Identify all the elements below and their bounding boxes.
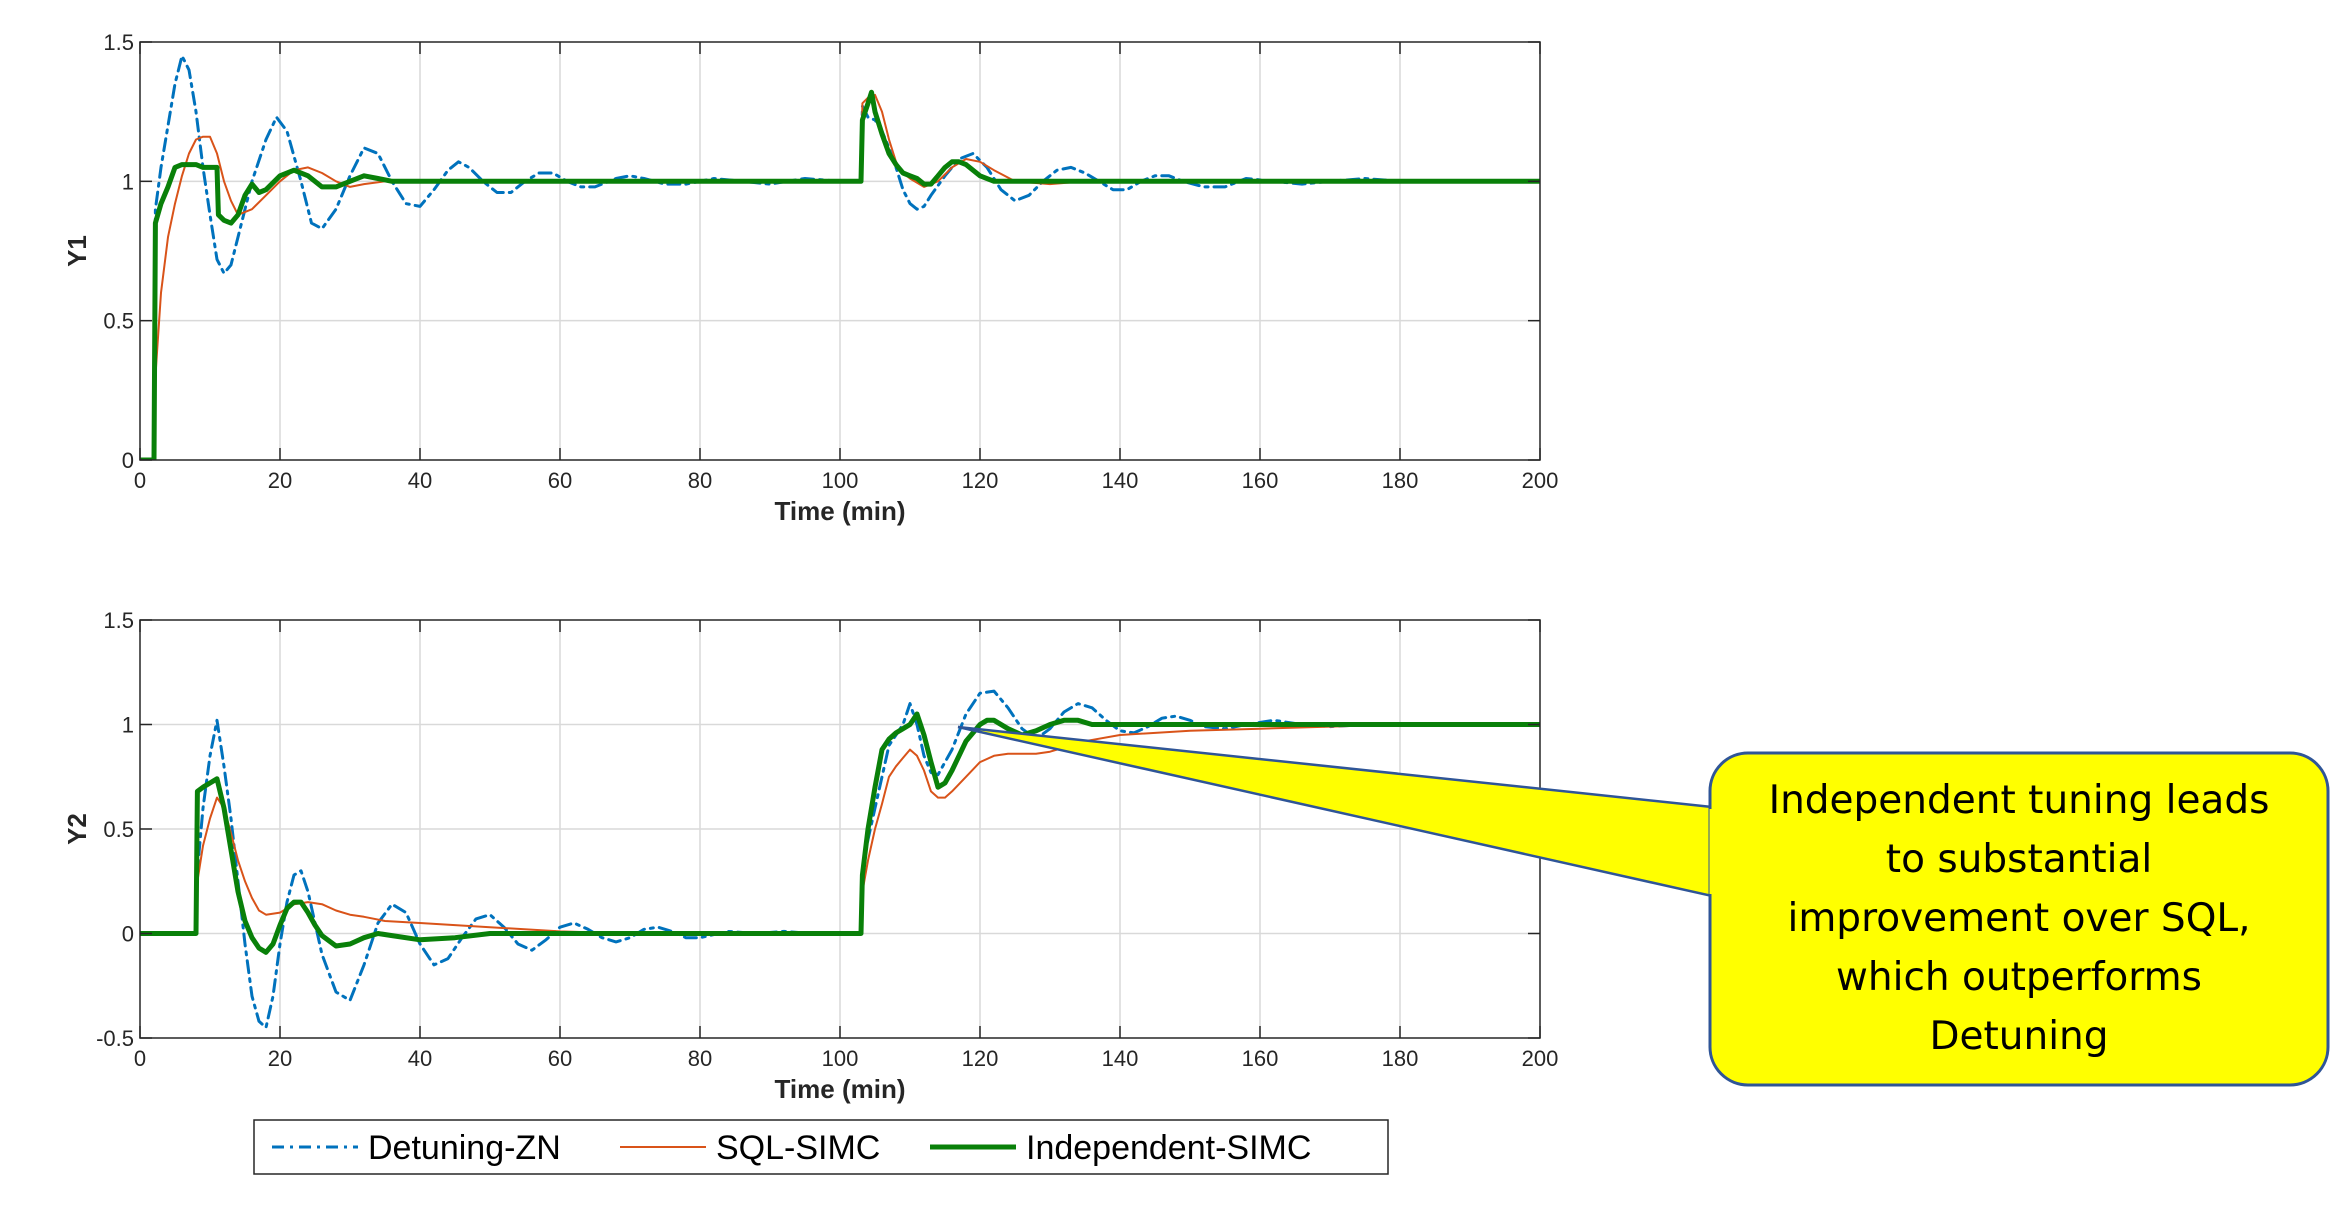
x-tick-label-60: 60 xyxy=(548,468,572,493)
legend-box xyxy=(253,1119,1389,1175)
legend: Detuning-ZN SQL-SIMC Independent-SIMC xyxy=(253,1119,1389,1175)
y-tick-label-0.5: 0.5 xyxy=(103,309,134,334)
series-line-independent-simc-y2 xyxy=(140,711,1540,955)
x-tick-label-20: 20 xyxy=(268,1046,292,1071)
subplot-y2: 0 20 40 60 80 100 120 140 160 180 200-0.500.511.5T… xyxy=(62,608,1558,1104)
y-tick-label-1: 1 xyxy=(122,713,134,738)
x-tick-label-100: 100 xyxy=(822,468,859,493)
series-line-independent-simc-y1 xyxy=(140,89,1540,460)
x-tick-label-180: 180 xyxy=(1382,468,1419,493)
x-tick-label-20: 20 xyxy=(268,468,292,493)
callout-text-line-3: improvement over SQL, xyxy=(1787,896,2250,941)
x-tick-label-120: 120 xyxy=(962,468,999,493)
x-tick-label-200: 200 xyxy=(1522,1046,1559,1071)
y-tick-label-1: 1 xyxy=(122,169,134,194)
y-tick-label-1.5: 1.5 xyxy=(103,608,134,633)
legend-label-independent-simc: Independent-SIMC xyxy=(1026,1129,1311,1167)
x-tick-label-80: 80 xyxy=(688,1046,712,1071)
callout-box xyxy=(1708,751,2330,1087)
x-axis-label-y2: Time (min) xyxy=(775,1074,906,1104)
callout-text-line-4: which outperforms xyxy=(1836,955,2202,1000)
y-tick-label-0: 0 xyxy=(122,922,134,947)
callout-text-line-5: Detuning xyxy=(1929,1014,2108,1059)
x-tick-label-140: 140 xyxy=(1102,468,1139,493)
y-axis-label-y2: Y2 xyxy=(62,813,92,845)
legend-label-sql-simc: SQL-SIMC xyxy=(716,1129,880,1167)
y-tick-label-1.5: 1.5 xyxy=(103,30,134,55)
y-tick-label-0.5: 0.5 xyxy=(103,817,134,842)
legend-label-detuning-zn: Detuning-ZN xyxy=(368,1129,561,1167)
x-tick-label-80: 80 xyxy=(688,468,712,493)
callout-text-line-1: Independent tuning leads xyxy=(1769,778,2270,823)
x-tick-label-40: 40 xyxy=(408,1046,432,1071)
x-tick-label-120: 120 xyxy=(962,1046,999,1071)
x-tick-label-160: 160 xyxy=(1242,1046,1279,1071)
callout-text-line-2: to substantial xyxy=(1886,837,2152,882)
y-axis-label-y1: Y1 xyxy=(62,235,92,267)
x-axis-label-y1: Time (min) xyxy=(775,496,906,526)
x-tick-label-160: 160 xyxy=(1242,468,1279,493)
x-tick-label-100: 100 xyxy=(822,1046,859,1071)
x-tick-label-60: 60 xyxy=(548,1046,572,1071)
x-tick-label-0: 0 xyxy=(134,1046,146,1071)
x-tick-label-140: 140 xyxy=(1102,1046,1139,1071)
y-tick-label--0.5: -0.5 xyxy=(96,1026,134,1051)
y-tick-label-0: 0 xyxy=(122,448,134,473)
x-tick-label-0: 0 xyxy=(134,468,146,493)
series-line-detuning-zn-y1 xyxy=(140,54,1540,460)
x-tick-label-40: 40 xyxy=(408,468,432,493)
x-tick-label-200: 200 xyxy=(1522,468,1559,493)
x-tick-label-180: 180 xyxy=(1382,1046,1419,1071)
subplot-y1: 0 20 40 60 80 100 120 140 160 180 200 0 0.5 1 1.5 Time … xyxy=(62,30,1558,526)
